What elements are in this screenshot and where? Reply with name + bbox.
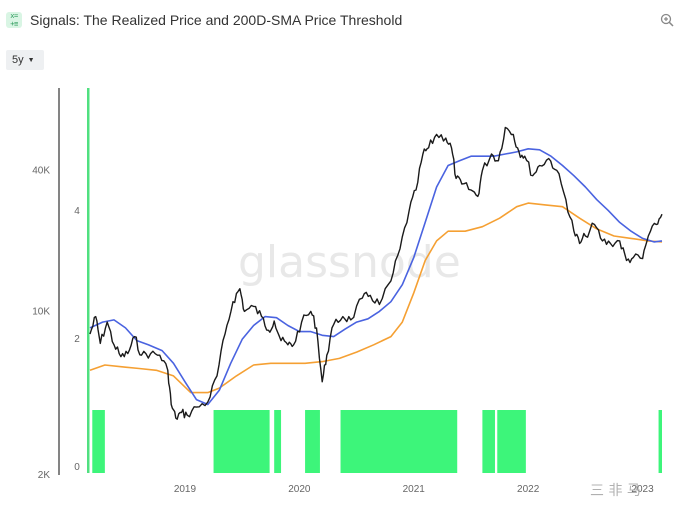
signal-bars (87, 88, 662, 473)
watermark: glassnode (238, 237, 461, 288)
y-tick-label: 2K (38, 470, 51, 481)
chart-title: Signals: The Realized Price and 200D-SMA… (30, 12, 403, 28)
signal-bar (213, 410, 270, 473)
signal-bar (497, 410, 526, 473)
price-chart: 40K 10K 2K 4 2 0 2019 2020 2021 2022 2023 glassn… (32, 88, 663, 499)
x-tick-label: 2023 (631, 484, 654, 495)
signal-bar (92, 410, 105, 473)
signal-axis-labels: 4 2 0 (74, 206, 80, 473)
chevron-down-icon: ▼ (27, 57, 35, 64)
signal-bar (482, 410, 495, 473)
signal-tick-label: 4 (74, 206, 80, 217)
chart-type-icon: x= +≡ (6, 12, 22, 28)
x-tick-label: 2021 (403, 484, 426, 495)
signal-edge-line (87, 88, 90, 473)
signal-tick-label: 2 (74, 334, 80, 345)
corner-mark: 三 非 马 (590, 483, 641, 499)
zoom-in-icon[interactable] (660, 13, 674, 27)
x-tick-label: 2020 (288, 484, 311, 495)
sma200-line (89, 148, 663, 406)
time-range-label: 5y (12, 54, 24, 66)
price-line (89, 126, 663, 420)
signal-bar (340, 410, 458, 473)
chart-header: x= +≡ Signals: The Realized Price and 20… (0, 0, 686, 42)
x-axis-labels: 2019 2020 2021 2022 2023 (174, 484, 654, 495)
y-axis-labels: 40K 10K 2K (32, 165, 50, 481)
x-tick-label: 2022 (517, 484, 540, 495)
y-tick-label: 10K (32, 306, 50, 317)
signal-bar (658, 410, 662, 473)
y-tick-label: 40K (32, 165, 50, 176)
series-lines (89, 126, 663, 420)
signal-tick-label: 0 (74, 462, 80, 473)
signal-bar (274, 410, 282, 473)
time-range-select[interactable]: 5y ▼ (6, 50, 44, 70)
x-tick-label: 2019 (174, 484, 197, 495)
signal-bar (305, 410, 320, 473)
realized-price-line (89, 202, 663, 394)
